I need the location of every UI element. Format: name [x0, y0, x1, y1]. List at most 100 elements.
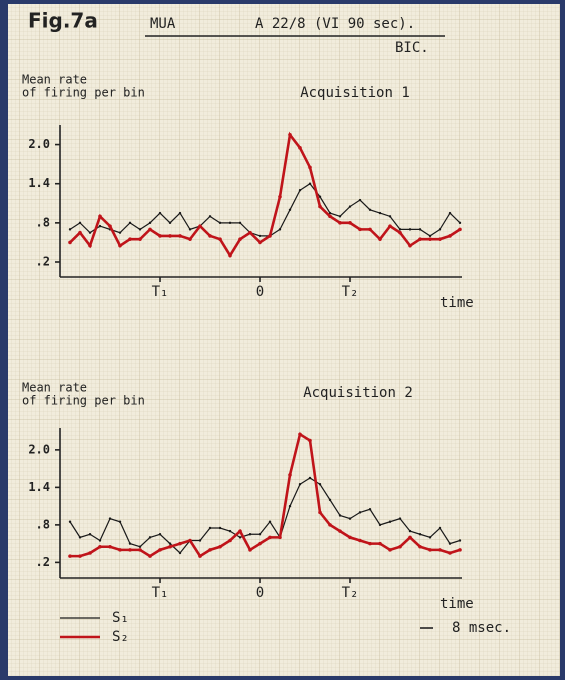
series-point — [208, 526, 212, 530]
series-point — [238, 536, 242, 539]
series-point — [358, 538, 362, 543]
legend-label: S₂ — [112, 629, 129, 645]
series-point — [198, 224, 202, 228]
y-tick-label: .8 — [36, 517, 50, 531]
series-point — [338, 221, 342, 225]
series-point — [238, 529, 242, 533]
series-point — [448, 542, 452, 545]
series-point — [148, 227, 152, 232]
series-point — [188, 538, 192, 543]
series-point — [318, 195, 322, 198]
series-point — [208, 215, 212, 218]
series-point — [338, 215, 342, 218]
series-point — [148, 554, 152, 558]
series-point — [388, 520, 392, 523]
series-point — [268, 234, 272, 238]
series-point — [108, 544, 112, 549]
series-point — [138, 228, 142, 231]
series-line — [69, 477, 461, 554]
series-point — [278, 535, 282, 540]
series-point — [288, 473, 292, 477]
series-point — [158, 533, 162, 536]
series-point — [278, 194, 282, 199]
y-axis-label: Mean rate — [22, 381, 87, 395]
series-point — [398, 544, 402, 549]
series-point — [168, 542, 172, 545]
series-point — [228, 529, 232, 533]
series-point — [98, 539, 102, 542]
series-point — [398, 228, 402, 231]
x-tick-label: 0 — [256, 284, 264, 300]
series-point — [338, 529, 342, 533]
series-point — [308, 476, 312, 480]
y-axis-label: of firing per bin — [22, 394, 145, 408]
series-point — [328, 523, 332, 527]
series-point — [138, 548, 142, 552]
series-point — [358, 198, 362, 202]
series-point — [218, 237, 222, 241]
series-point — [268, 535, 272, 540]
series-point — [378, 211, 382, 215]
series-point — [438, 548, 442, 552]
series-point — [378, 541, 382, 546]
series-point — [208, 234, 212, 238]
series-point — [108, 517, 112, 520]
series-point — [138, 237, 142, 241]
series-point — [258, 541, 262, 546]
series-point — [228, 538, 232, 543]
x-axis-label: time — [440, 596, 474, 612]
series-line — [70, 432, 461, 558]
series-point — [68, 520, 72, 523]
series-point — [268, 520, 272, 523]
series-point — [98, 544, 102, 549]
series-point — [258, 234, 262, 238]
series-point — [158, 548, 162, 552]
condition-label: BIC. — [395, 40, 429, 56]
series-point — [158, 234, 162, 238]
series-line — [69, 182, 461, 237]
series-point — [168, 234, 172, 238]
series-point — [188, 237, 192, 241]
figure-label: Fig.7a — [28, 9, 98, 33]
series-point — [88, 243, 92, 248]
chart-title: Acquisition 2 — [303, 385, 413, 401]
series-point — [298, 432, 302, 437]
series-point — [78, 554, 82, 558]
series-point — [438, 237, 442, 241]
series-point — [248, 548, 252, 552]
y-axis-label: of firing per bin — [22, 86, 145, 100]
series-point — [428, 548, 432, 552]
series-point — [358, 511, 362, 514]
series-point — [408, 529, 412, 533]
series-point — [388, 548, 392, 552]
x-tick-label: T₁ — [152, 284, 169, 300]
series-point — [138, 545, 142, 548]
series-point — [428, 237, 432, 241]
series-point — [158, 211, 162, 215]
series-point — [348, 535, 352, 540]
chart-title: Acquisition 1 — [300, 85, 410, 101]
series-point — [228, 221, 232, 225]
series-point — [128, 548, 132, 552]
y-tick-label: 1.4 — [28, 176, 50, 190]
series-point — [388, 224, 392, 228]
series-point — [298, 189, 302, 192]
series-point — [378, 523, 382, 527]
series-point — [288, 504, 292, 508]
series-point — [458, 227, 462, 232]
series-point — [78, 221, 82, 225]
y-tick-label: .8 — [36, 215, 50, 229]
series-point — [228, 253, 232, 258]
series-point — [118, 548, 122, 552]
series-point — [178, 551, 182, 555]
series-point — [298, 146, 302, 150]
series-point — [408, 243, 412, 248]
series-point — [278, 228, 282, 231]
series-point — [448, 211, 452, 215]
series-point — [128, 221, 132, 225]
series-point — [238, 237, 242, 241]
series-point — [118, 231, 122, 234]
y-tick-label: .2 — [36, 254, 50, 268]
series-point — [128, 237, 132, 241]
